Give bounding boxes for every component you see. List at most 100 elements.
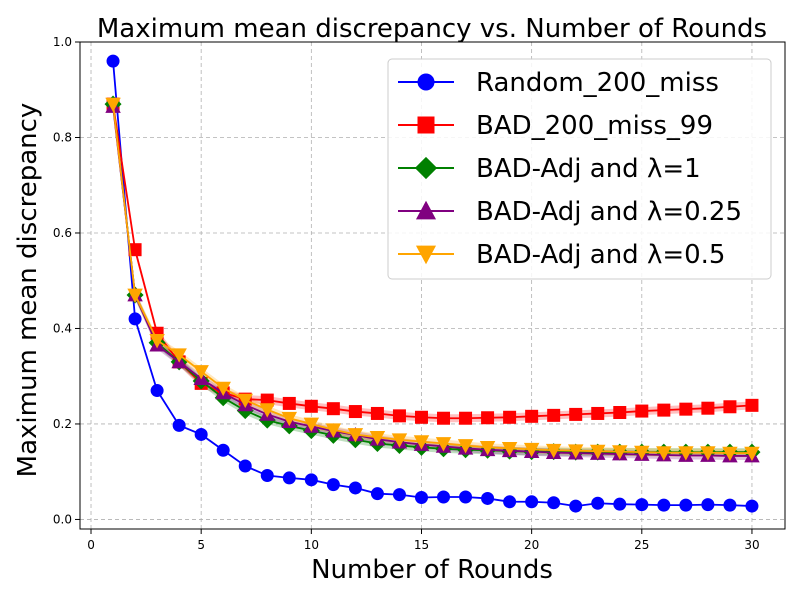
legend-label-bad-adj-and-0-5: BAD-Adj and λ=0.5 <box>476 240 725 270</box>
data-point-random-200-miss <box>613 497 627 511</box>
data-point-bad-adj-and-0-5 <box>700 446 716 461</box>
data-point-bad-adj-and-0-5 <box>678 446 694 461</box>
y-tick-label: 0.8 <box>53 130 72 144</box>
data-point-bad-adj-and-0-5 <box>634 445 650 461</box>
data-point-bad-adj-and-0-5 <box>567 444 584 459</box>
legend-marker-bad-adj-and-0-25 <box>415 200 437 220</box>
data-point-random-200-miss <box>304 473 318 487</box>
legend-marker-bad-adj-and-1 <box>414 156 438 180</box>
data-point-bad-adj-and-0-5 <box>369 430 386 446</box>
data-point-random-200-miss <box>172 418 186 432</box>
data-point-bad-200-miss-99 <box>701 401 715 415</box>
data-point-random-200-miss <box>459 490 473 504</box>
data-point-random-200-miss <box>282 471 296 485</box>
data-point-bad-adj-and-0-5 <box>347 428 364 443</box>
x-tick-label: 15 <box>414 538 429 552</box>
data-point-bad-200-miss-99 <box>547 408 561 422</box>
data-point-bad-adj-and-0-5 <box>171 348 187 363</box>
data-point-random-200-miss <box>657 498 671 512</box>
data-point-bad-200-miss-99 <box>657 403 671 417</box>
data-point-bad-200-miss-99 <box>459 411 473 425</box>
legend-label-bad-adj-and-1: BAD-Adj and λ=1 <box>476 154 701 184</box>
x-axis-label: Number of Rounds <box>311 555 553 585</box>
data-point-random-200-miss <box>481 491 495 505</box>
data-point-bad-adj-and-0-5 <box>325 423 342 438</box>
data-point-bad-adj-and-0-5 <box>589 444 606 460</box>
data-point-bad-200-miss-99 <box>414 410 428 424</box>
data-point-bad-200-miss-99 <box>635 404 649 418</box>
data-point-random-200-miss <box>106 54 120 68</box>
data-point-bad-200-miss-99 <box>370 406 384 420</box>
data-point-bad-adj-and-0-5 <box>501 441 518 457</box>
data-point-bad-200-miss-99 <box>745 398 759 412</box>
data-point-bad-200-miss-99 <box>326 402 340 416</box>
data-point-bad-adj-and-0-5 <box>612 445 628 460</box>
data-point-bad-adj-and-0-5 <box>237 393 253 409</box>
data-point-bad-adj-and-0-5 <box>105 97 121 113</box>
x-tick-label: 5 <box>197 538 205 552</box>
data-point-random-200-miss <box>392 488 406 502</box>
data-point-bad-200-miss-99 <box>723 400 737 414</box>
x-tick-label: 20 <box>524 538 539 552</box>
series-group <box>104 54 761 513</box>
legend-label-random-200-miss: Random_200_miss <box>476 68 719 98</box>
data-point-bad-adj-and-0-5 <box>193 365 209 380</box>
data-point-bad-200-miss-99 <box>282 396 296 410</box>
y-tick-label: 0.2 <box>53 417 72 431</box>
data-point-random-200-miss <box>128 312 142 326</box>
data-point-random-200-miss <box>370 487 384 501</box>
legend-label-bad-200-miss-99: BAD_200_miss_99 <box>476 111 713 141</box>
legend: Random_200_miss BAD_200_miss_99 BAD-Adj an… <box>387 58 772 280</box>
x-tick-label: 0 <box>87 538 95 552</box>
legend-marker-bad-adj-and-0-5 <box>415 245 437 265</box>
data-point-bad-adj-and-0-5 <box>127 288 143 304</box>
data-point-bad-adj-and-0-5 <box>457 439 474 454</box>
data-point-bad-adj-and-0-5 <box>479 440 496 456</box>
y-tick-label: 0.6 <box>53 226 72 240</box>
data-point-bad-adj-and-0-5 <box>281 411 298 427</box>
data-point-bad-200-miss-99 <box>392 409 406 423</box>
data-point-random-200-miss <box>503 495 517 509</box>
data-point-bad-adj-and-0-5 <box>523 442 540 458</box>
x-tick-label: 30 <box>744 538 759 552</box>
data-point-bad-adj-and-0-5 <box>391 433 408 448</box>
data-point-bad-200-miss-99 <box>569 407 583 421</box>
legend-box <box>387 58 772 280</box>
y-tick-label: 0.0 <box>53 512 72 526</box>
data-point-bad-200-miss-99 <box>591 406 605 420</box>
data-point-bad-adj-and-0-5 <box>303 417 320 432</box>
data-point-random-200-miss <box>635 498 649 512</box>
data-point-random-200-miss <box>437 490 451 504</box>
data-point-random-200-miss <box>679 498 693 512</box>
data-point-random-200-miss <box>723 498 737 512</box>
data-point-bad-adj-and-0-5 <box>545 443 562 459</box>
data-point-bad-adj-and-0-5 <box>215 381 231 397</box>
data-point-random-200-miss <box>150 384 164 398</box>
y-axis: 0.0 0.2 0.4 0.6 0.8 1.0 <box>53 35 80 526</box>
data-point-random-200-miss <box>591 496 605 510</box>
data-point-bad-200-miss-99 <box>503 410 517 424</box>
data-point-bad-adj-and-0-5 <box>259 403 276 418</box>
data-point-bad-adj-and-0-5 <box>722 446 738 462</box>
data-point-bad-200-miss-99 <box>525 409 539 423</box>
plot-area-frame <box>79 41 786 530</box>
data-point-random-200-miss <box>701 498 715 512</box>
data-point-bad-200-miss-99 <box>348 405 362 419</box>
x-tick-label: 10 <box>304 538 319 552</box>
legend-marker-bad-200-miss-99 <box>417 116 435 134</box>
y-tick-label: 0.4 <box>53 321 72 335</box>
data-point-bad-adj-and-0-5 <box>413 435 430 450</box>
data-point-bad-adj-and-0-5 <box>149 334 165 349</box>
x-axis: 0 5 10 15 20 25 30 <box>87 529 760 552</box>
data-point-random-200-miss <box>260 469 274 483</box>
data-point-bad-200-miss-99 <box>481 411 495 425</box>
data-point-bad-200-miss-99 <box>437 411 451 425</box>
data-point-random-200-miss <box>348 481 362 495</box>
data-point-random-200-miss <box>216 443 230 457</box>
data-point-random-200-miss <box>745 499 759 513</box>
data-point-random-200-miss <box>326 478 340 492</box>
data-point-bad-adj-and-0-5 <box>656 446 672 461</box>
chart-title: Maximum mean discrepancy vs. Number of R… <box>97 14 767 44</box>
data-point-random-200-miss <box>414 490 428 504</box>
